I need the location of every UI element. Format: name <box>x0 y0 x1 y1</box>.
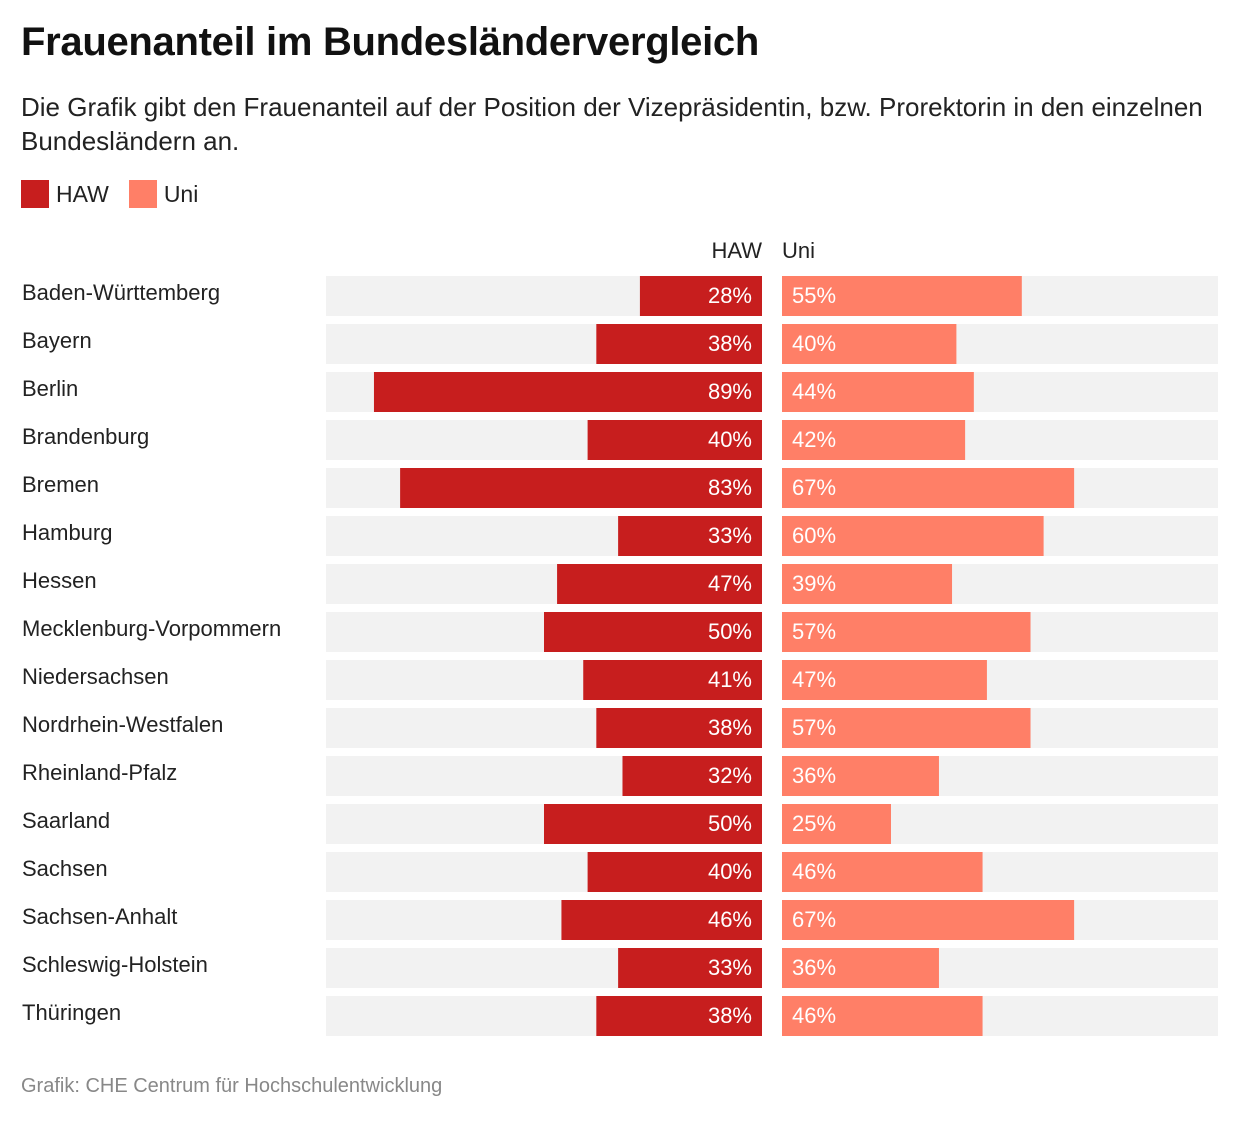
uni-bar-sachsen <box>782 852 983 892</box>
uni-bar-niedersachsen <box>782 660 987 700</box>
uni-value-label-sachsen: 46% <box>792 859 836 884</box>
haw-value-label-bayern: 38% <box>708 331 752 356</box>
haw-value-label-thüringen: 38% <box>708 1003 752 1028</box>
row-label-brandenburg: Brandenburg <box>22 424 149 449</box>
source-credit: Grafik: CHE Centrum für Hochschulentwick… <box>21 1075 443 1097</box>
uni-value-label-bremen: 67% <box>792 475 836 500</box>
row-label-sachsen-anhalt: Sachsen-Anhalt <box>22 904 177 929</box>
row-label-bayern: Bayern <box>22 328 92 353</box>
uni-bar-schleswig-holstein <box>782 948 939 988</box>
haw-value-label-brandenburg: 40% <box>708 427 752 452</box>
haw-bar-berlin <box>373 372 762 412</box>
haw-bar-nordrhein-westfalen <box>596 708 762 748</box>
uni-value-label-thüringen: 46% <box>792 1003 836 1028</box>
haw-value-label-mecklenburg-vorpommern: 50% <box>708 619 752 644</box>
haw-value-label-berlin: 89% <box>708 379 752 404</box>
row-label-mecklenburg-vorpommern: Mecklenburg-Vorpommern <box>22 616 281 641</box>
row-label-baden-württemberg: Baden-Württemberg <box>22 280 220 305</box>
uni-bar-hessen <box>782 564 953 604</box>
row-label-bremen: Bremen <box>22 472 99 497</box>
haw-bar-niedersachsen <box>583 660 762 700</box>
chart-title: Frauenanteil im Bundesländervergleich <box>21 20 760 64</box>
uni-value-label-sachsen-anhalt: 67% <box>792 907 836 932</box>
uni-value-label-bayern: 40% <box>792 331 836 356</box>
haw-bar-bayern <box>596 324 762 364</box>
uni-value-label-baden-württemberg: 55% <box>792 283 836 308</box>
uni-bar-brandenburg <box>782 420 966 460</box>
haw-bar-saarland <box>544 804 762 844</box>
column-header-uni: Uni <box>782 238 815 263</box>
uni-bar-nordrhein-westfalen <box>782 708 1031 748</box>
row-label-rheinland-pfalz: Rheinland-Pfalz <box>22 760 177 785</box>
legend-item-uni: Uni <box>128 180 199 208</box>
haw-value-label-nordrhein-westfalen: 38% <box>708 715 752 740</box>
uni-value-label-nordrhein-westfalen: 57% <box>792 715 836 740</box>
uni-bar-hamburg <box>782 516 1044 556</box>
uni-value-label-berlin: 44% <box>792 379 836 404</box>
uni-bar-sachsen-anhalt <box>782 900 1075 940</box>
row-label-niedersachsen: Niedersachsen <box>22 664 169 689</box>
haw-bar-thüringen <box>596 996 762 1036</box>
haw-bar-hamburg <box>618 516 762 556</box>
haw-bar-schleswig-holstein <box>618 948 762 988</box>
legend-label-haw: HAW <box>56 180 109 207</box>
legend-label-uni: Uni <box>163 180 199 207</box>
uni-bar-baden-württemberg <box>782 276 1022 316</box>
uni-bar-mecklenburg-vorpommern <box>782 612 1031 652</box>
legend-swatch-uni <box>128 180 157 208</box>
haw-value-label-hamburg: 33% <box>708 523 752 548</box>
legend-swatch-haw <box>21 180 49 208</box>
uni-value-label-saarland: 25% <box>792 811 836 836</box>
haw-bar-bremen <box>400 468 762 508</box>
uni-bar-bremen <box>782 468 1075 508</box>
haw-value-label-niedersachsen: 41% <box>708 667 752 692</box>
chart-subtitle: Die Grafik gibt den Frauenanteil auf der… <box>21 92 1203 156</box>
haw-value-label-sachsen: 40% <box>708 859 752 884</box>
uni-bar-bayern <box>782 324 957 364</box>
uni-value-label-hamburg: 60% <box>792 523 836 548</box>
column-header-haw: HAW <box>711 238 762 263</box>
haw-value-label-rheinland-pfalz: 32% <box>708 763 752 788</box>
legend-item-haw: HAW <box>21 180 109 208</box>
row-label-nordrhein-westfalen: Nordrhein-Westfalen <box>22 712 223 737</box>
haw-value-label-baden-württemberg: 28% <box>708 283 752 308</box>
haw-bar-sachsen-anhalt <box>561 900 762 940</box>
uni-value-label-mecklenburg-vorpommern: 57% <box>792 619 836 644</box>
haw-value-label-hessen: 47% <box>708 571 752 596</box>
uni-value-label-schleswig-holstein: 36% <box>792 955 836 980</box>
haw-bar-rheinland-pfalz <box>622 756 762 796</box>
uni-value-label-niedersachsen: 47% <box>792 667 836 692</box>
uni-bar-berlin <box>782 372 974 412</box>
row-label-hamburg: Hamburg <box>22 520 112 545</box>
haw-value-label-schleswig-holstein: 33% <box>708 955 752 980</box>
split-bar-chart: HAW Uni Baden-Württemberg 28% 55% Bayern 38% 40… <box>22 238 1218 1036</box>
row-label-thüringen: Thüringen <box>22 1000 121 1025</box>
row-label-berlin: Berlin <box>22 376 78 401</box>
uni-value-label-brandenburg: 42% <box>792 427 836 452</box>
haw-bar-brandenburg <box>587 420 762 460</box>
uni-bar-thüringen <box>782 996 983 1036</box>
haw-bar-baden-württemberg <box>639 276 762 316</box>
haw-value-label-sachsen-anhalt: 46% <box>708 907 752 932</box>
haw-value-label-saarland: 50% <box>708 811 752 836</box>
row-label-hessen: Hessen <box>22 568 97 593</box>
uni-value-label-rheinland-pfalz: 36% <box>792 763 836 788</box>
haw-bar-sachsen <box>587 852 762 892</box>
uni-bar-saarland <box>782 804 891 844</box>
haw-bar-hessen <box>557 564 762 604</box>
row-label-sachsen: Sachsen <box>22 856 108 881</box>
legend: HAW Uni <box>21 180 218 208</box>
row-label-saarland: Saarland <box>22 808 110 833</box>
row-label-schleswig-holstein: Schleswig-Holstein <box>22 952 208 977</box>
haw-value-label-bremen: 83% <box>708 475 752 500</box>
uni-value-label-hessen: 39% <box>792 571 836 596</box>
haw-bar-mecklenburg-vorpommern <box>544 612 762 652</box>
uni-bar-rheinland-pfalz <box>782 756 939 796</box>
